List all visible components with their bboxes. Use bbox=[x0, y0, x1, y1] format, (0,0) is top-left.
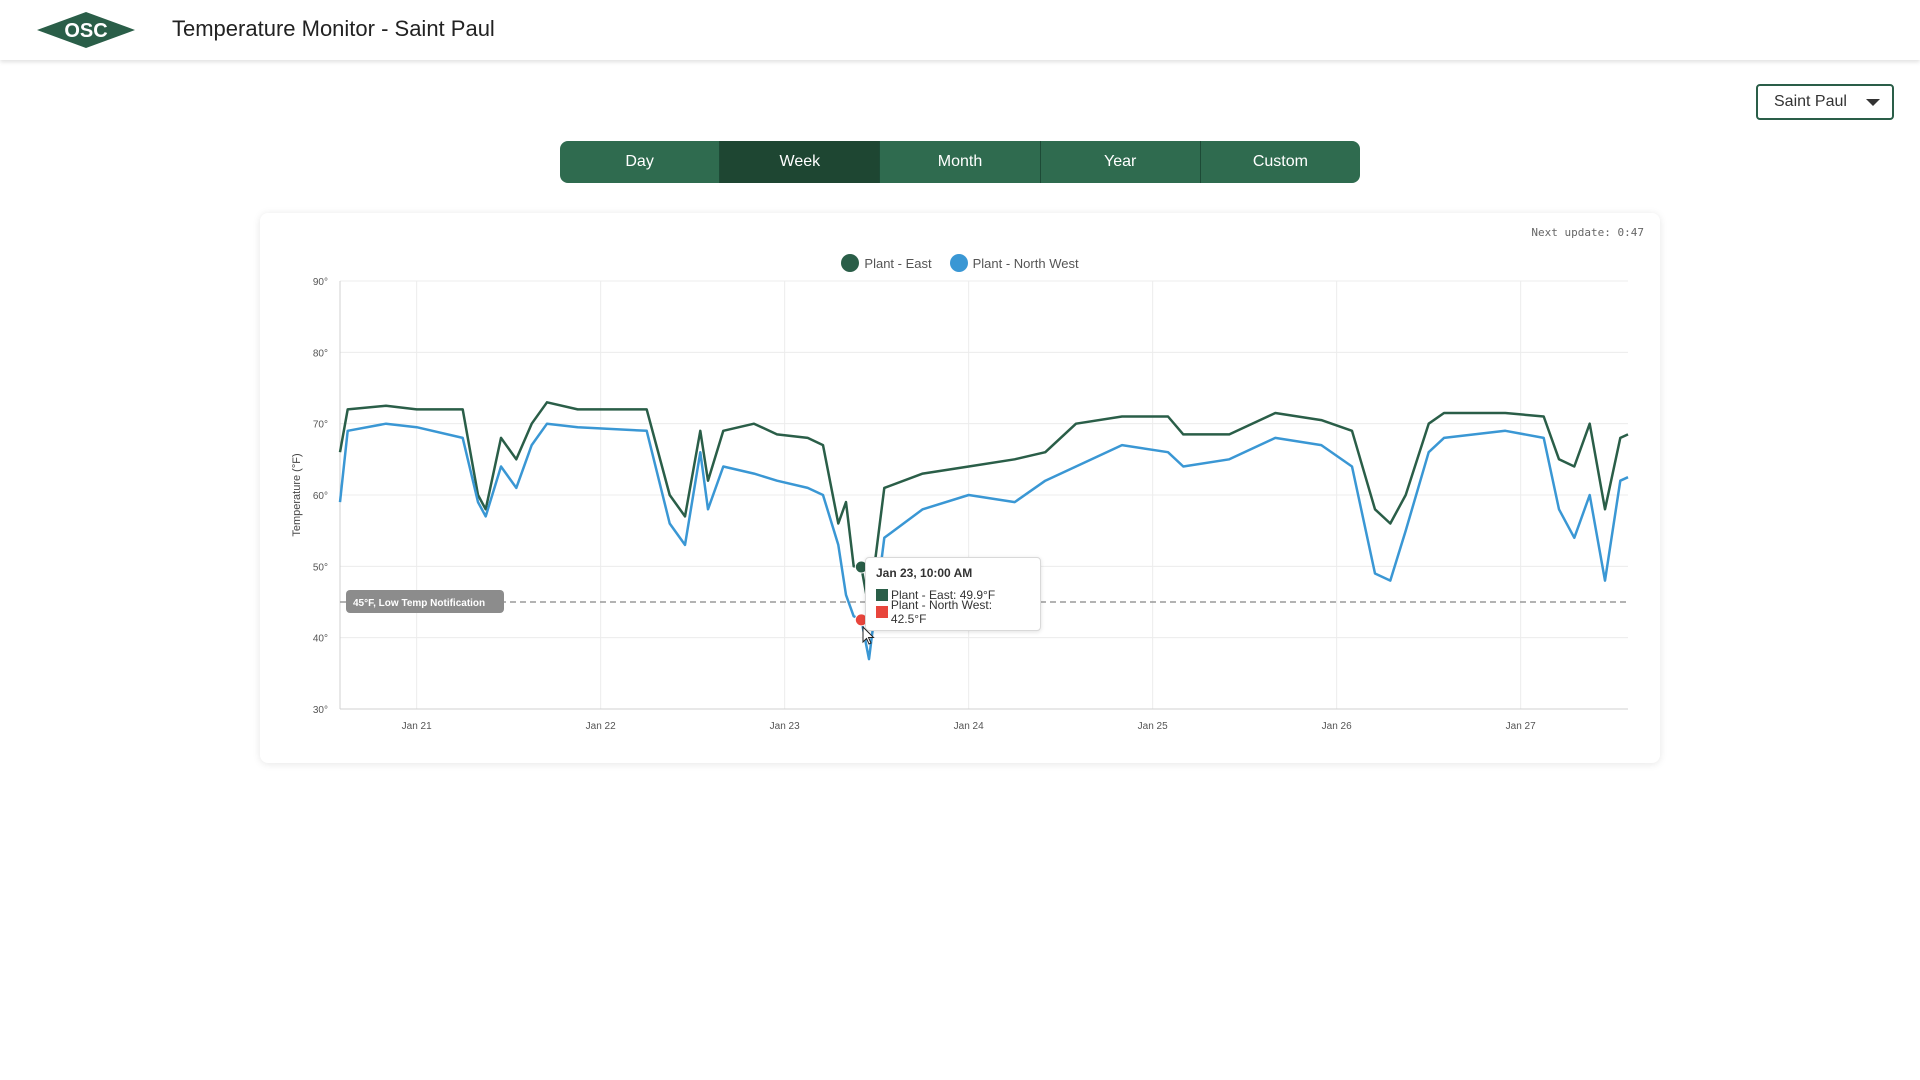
next-update-timer: Next update: 0:47 bbox=[1531, 226, 1644, 239]
chart-grid bbox=[340, 280, 1628, 710]
next-update-label: Next update: bbox=[1531, 226, 1618, 239]
tab-day[interactable]: Day bbox=[560, 141, 721, 183]
page-title: Temperature Monitor - Saint Paul bbox=[172, 16, 495, 41]
tab-custom[interactable]: Custom bbox=[1252, 153, 1308, 170]
x-tick-label: Jan 26 bbox=[1322, 721, 1352, 732]
legend-item-plant-north-west[interactable]: Plant - North West bbox=[949, 254, 1079, 272]
tooltip-text-north-west: Plant - North West: 42.5°F bbox=[890, 597, 993, 626]
tooltip-swatch-north-west bbox=[876, 605, 888, 618]
legend-label-east: Plant - East bbox=[864, 255, 932, 271]
chart-card: Next update: 0:47 Plant - East Plant - N… bbox=[260, 213, 1660, 763]
osc-logo[interactable]: OSC bbox=[37, 12, 135, 48]
x-tick-label: Jan 27 bbox=[1506, 721, 1536, 732]
x-tick-label: Jan 25 bbox=[1138, 721, 1168, 732]
legend-item-plant-east[interactable]: Plant - East bbox=[841, 254, 932, 272]
y-tick-label: 40° bbox=[313, 634, 328, 645]
location-select-value: Saint Paul bbox=[1774, 93, 1847, 110]
threshold-label-background bbox=[346, 590, 504, 613]
next-update-value: 0:47 bbox=[1617, 226, 1645, 239]
tooltip-swatch-east bbox=[876, 588, 888, 601]
series-line-plant-north-west bbox=[338, 422, 1629, 661]
tooltip-row-north-west: Plant - North West: 42.5°F bbox=[876, 598, 1030, 626]
app-header: OSC Temperature Monitor - Saint Paul bbox=[0, 0, 1920, 60]
y-tick-label: 80° bbox=[313, 348, 328, 359]
y-tick-label: 90° bbox=[313, 277, 328, 288]
legend-swatch-north-west bbox=[949, 254, 968, 272]
y-tick-label: 50° bbox=[313, 562, 328, 573]
y-tick-label: 30° bbox=[313, 705, 328, 716]
tooltip-text-east: Plant - East: 49.9°F bbox=[891, 587, 996, 602]
tooltip-row-east: Plant - East: 49.9°F bbox=[876, 586, 1030, 603]
time-range-tabs: Day Week Month Year Custom bbox=[560, 141, 1360, 183]
x-tick-label: Jan 22 bbox=[586, 721, 616, 732]
y-tick-label: 60° bbox=[313, 491, 328, 502]
threshold-label: 45°F, Low Temp Notification bbox=[353, 598, 485, 609]
caret-down-icon bbox=[1866, 99, 1880, 106]
tab-year[interactable]: Year bbox=[1041, 141, 1201, 183]
chart-legend: Plant - East Plant - North West bbox=[260, 254, 1660, 272]
tab-week[interactable]: Week bbox=[720, 141, 881, 183]
tab-month[interactable]: Month bbox=[880, 141, 1041, 183]
legend-label-north-west: Plant - North West bbox=[972, 255, 1079, 271]
x-tick-label: Jan 24 bbox=[954, 721, 984, 732]
svg-text:OSC: OSC bbox=[64, 20, 107, 42]
chart-tooltip: Jan 23, 10:00 AM Plant - East: 49.9°F Pl… bbox=[865, 557, 1041, 631]
chart-axes: 30° 40° 50° 60° 70° 80° 90° Jan 21 Jan 22 Jan 23 J… bbox=[291, 277, 1628, 732]
x-tick-label: Jan 23 bbox=[770, 721, 800, 732]
mouse-pointer-icon bbox=[862, 626, 875, 645]
y-axis-label: Temperature (°F) bbox=[291, 453, 303, 536]
temperature-line-chart[interactable]: 30° 40° 50° 60° 70° 80° 90° Jan 21 Jan 22 Jan 23 J… bbox=[260, 213, 1660, 763]
tooltip-title: Jan 23, 10:00 AM bbox=[876, 566, 973, 580]
y-tick-label: 70° bbox=[313, 420, 328, 431]
x-tick-label: Jan 21 bbox=[402, 721, 432, 732]
legend-swatch-east bbox=[841, 254, 860, 272]
location-select[interactable]: Saint Paul bbox=[1756, 84, 1894, 120]
